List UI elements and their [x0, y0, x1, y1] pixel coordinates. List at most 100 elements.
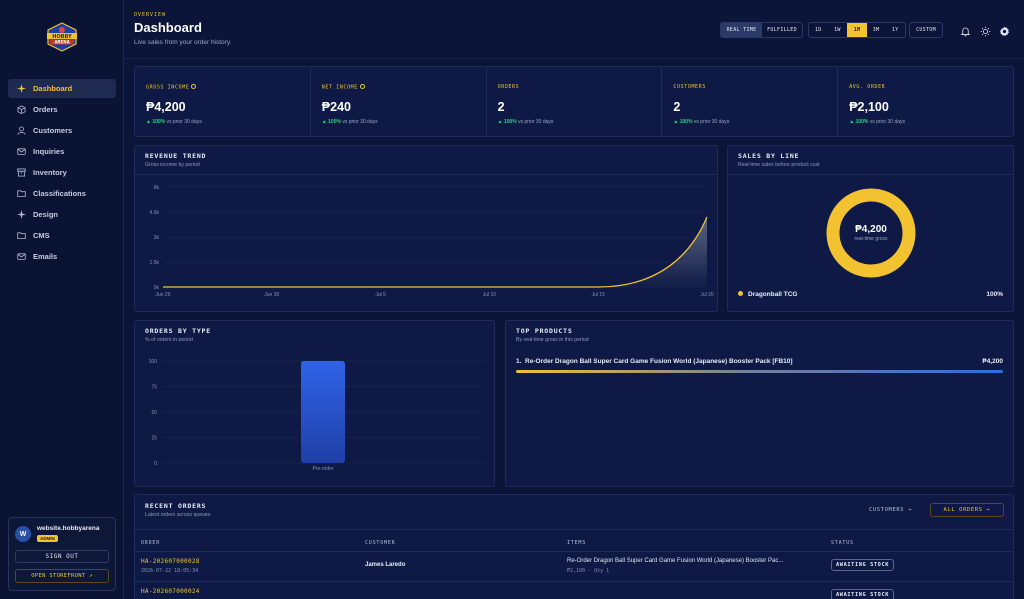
info-icon[interactable]	[359, 84, 365, 89]
donut-center-value: ₱4,200	[855, 224, 887, 235]
order-id-link[interactable]: HA-202607000028	[141, 558, 200, 565]
sidebar-item-dashboard[interactable]: Dashboard	[8, 79, 116, 98]
y-tick-label: 4.5k	[150, 210, 160, 216]
orders-by-type-chart: 0 25 50 75 100 Pre-order	[149, 359, 485, 472]
panel-title: RECENT ORDERS	[145, 502, 207, 510]
kpi-label: AVG. ORDER	[849, 84, 886, 90]
bell-icon[interactable]	[960, 24, 971, 37]
sidebar-item-orders[interactable]: Orders	[8, 100, 116, 119]
product-value: ₱4,200	[982, 358, 1003, 365]
revenue-line	[162, 216, 708, 288]
sidebar-item-inquiries[interactable]: Inquiries	[8, 142, 116, 161]
kpi-orders: ORDERS 2 ▲ 100% vs prior 30 days	[487, 67, 663, 136]
mail-icon	[17, 147, 26, 156]
range-tabs: 1D 1W 1M 3M 1Y	[808, 22, 906, 38]
y-tick-label: 0	[154, 461, 157, 467]
tab-range-1m[interactable]: 1M	[847, 23, 867, 37]
order-items: Re-Order Dragon Ball Super Card Game Fus…	[567, 558, 784, 564]
panel-title: SALES BY LINE	[738, 152, 800, 160]
sidebar-item-label: CMS	[33, 231, 50, 240]
header-divider	[124, 58, 1024, 59]
tab-real-time[interactable]: REAL TIME	[721, 23, 762, 37]
panel-subtitle: Gross income by period	[145, 162, 200, 168]
user-card: W website.hobbyarena ADMIN SIGN OUT OPEN…	[8, 517, 116, 591]
kpi-avg-order: AVG. ORDER ₱2,100 ▲ 100% vs prior 30 day…	[838, 67, 1013, 136]
custom-range-button[interactable]: CUSTOM	[909, 22, 943, 38]
revenue-trend-chart: 0k 1.5k 3k 4.5k 6k Jun 25 Jun 30 Jul 5 Jul 10 Jul…	[150, 185, 714, 298]
sun-icon[interactable]	[980, 24, 991, 37]
hobby-arena-logo[interactable]: HOBBY ARENA	[45, 22, 79, 52]
user-icon	[17, 126, 26, 135]
kpi-customers: CUSTOMERS 2 ▲ 100% vs prior 30 days	[662, 67, 839, 136]
tab-fulfilled[interactable]: FULFILLED	[767, 27, 797, 33]
sidebar-item-label: Inquiries	[33, 147, 65, 156]
panel-subtitle: Real-time sales before product cost	[738, 162, 820, 168]
sidebar-item-inventory[interactable]: Inventory	[8, 163, 116, 182]
product-row[interactable]: 1. Re-Order Dragon Ball Super Card Game …	[516, 358, 793, 365]
sidebar-item-label: Emails	[33, 252, 58, 261]
x-tick-label: Jul 10	[483, 292, 497, 298]
customers-button[interactable]: CUSTOMERS →	[868, 507, 913, 513]
tab-range-3m[interactable]: 3M	[872, 27, 880, 33]
tab-range-1w[interactable]: 1W	[834, 27, 841, 33]
kpi-label: CUSTOMERS	[673, 84, 706, 90]
divider	[728, 174, 1013, 175]
x-tick-label: Jun 30	[264, 292, 279, 298]
column-header-order: ORDER	[141, 540, 161, 546]
legend-percent: 100%	[986, 291, 1003, 298]
page-title: Dashboard	[134, 20, 202, 35]
sign-out-button[interactable]: SIGN OUT	[15, 550, 109, 563]
gear-icon[interactable]	[999, 24, 1010, 37]
top-products-panel: TOP PRODUCTS By real-time gross in this …	[505, 320, 1014, 487]
tab-range-1d[interactable]: 1D	[814, 27, 822, 33]
kpi-label: NET INCOME	[321, 84, 358, 91]
page-subtitle: Live sales from your order history.	[134, 39, 232, 46]
y-tick-label: 100	[149, 359, 158, 365]
kpi-value: ₱240	[321, 100, 351, 114]
tab-range-1y[interactable]: 1Y	[891, 27, 899, 33]
kpi-delta: ▲ 100%	[497, 119, 517, 125]
mode-toggle: REAL TIME FULFILLED	[720, 22, 803, 38]
info-icon[interactable]	[191, 84, 197, 89]
bar-pre-order[interactable]	[301, 361, 345, 463]
status-badge: AWAITING STOCK	[831, 559, 895, 571]
column-header-status: STATUS	[831, 540, 854, 546]
user-name: website.hobbyarena	[37, 525, 100, 532]
open-storefront-button[interactable]: OPEN STOREFRONT ↗	[15, 569, 109, 583]
sidebar-item-classifications[interactable]: Classifications	[8, 184, 116, 203]
all-orders-button[interactable]: ALL ORDERS →	[930, 503, 1004, 517]
revenue-trend-panel: REVENUE TREND Gross income by period 0k 1…	[134, 145, 718, 312]
panel-title: REVENUE TREND	[145, 152, 207, 160]
sidebar-item-label: Inventory	[33, 168, 67, 177]
order-id-link[interactable]: HA-202607000024	[141, 588, 200, 595]
recent-orders-panel: RECENT ORDERS Latest orders across queue…	[134, 494, 1014, 599]
kpi-value: 2	[673, 100, 681, 114]
kpi-delta: ▲ 100%	[146, 119, 166, 125]
sidebar-item-emails[interactable]: Emails	[8, 247, 116, 266]
y-tick-label: 25	[151, 436, 157, 442]
sidebar-item-design[interactable]: Design	[8, 205, 116, 224]
product-rank: 1.	[516, 358, 522, 365]
sales-by-line-donut: ₱4,200 real-time gross	[826, 188, 916, 278]
row-divider	[135, 581, 1013, 582]
legend-swatch	[738, 291, 743, 296]
page-eyebrow: OVERVIEW	[134, 12, 167, 18]
kpi-label: ORDERS	[497, 84, 520, 90]
divider	[135, 174, 717, 175]
mail-icon	[17, 252, 26, 261]
kpi-delta-text: vs prior 30 days	[166, 119, 202, 125]
y-tick-label: 50	[151, 410, 157, 416]
status-badge: AWAITING STOCK	[831, 589, 895, 599]
y-tick-label: 1.5k	[150, 260, 160, 266]
sidebar-item-cms[interactable]: CMS	[8, 226, 116, 245]
sidebar-item-customers[interactable]: Customers	[8, 121, 116, 140]
order-date: 2026-07-22 18:05:34	[141, 568, 199, 574]
sales-by-line-panel: SALES BY LINE Real-time sales before pro…	[727, 145, 1014, 312]
product-name: Re-Order Dragon Ball Super Card Game Fus…	[525, 358, 793, 365]
donut-slice-dragonball-tcg[interactable]	[826, 188, 916, 278]
x-tick-label: Jul 5	[375, 292, 386, 298]
panel-subtitle: % of orders in period	[145, 337, 193, 343]
kpi-value: ₱4,200	[146, 100, 186, 114]
x-tick-label: Jul 20	[700, 292, 714, 298]
x-tick-label: Jun 25	[155, 292, 170, 298]
